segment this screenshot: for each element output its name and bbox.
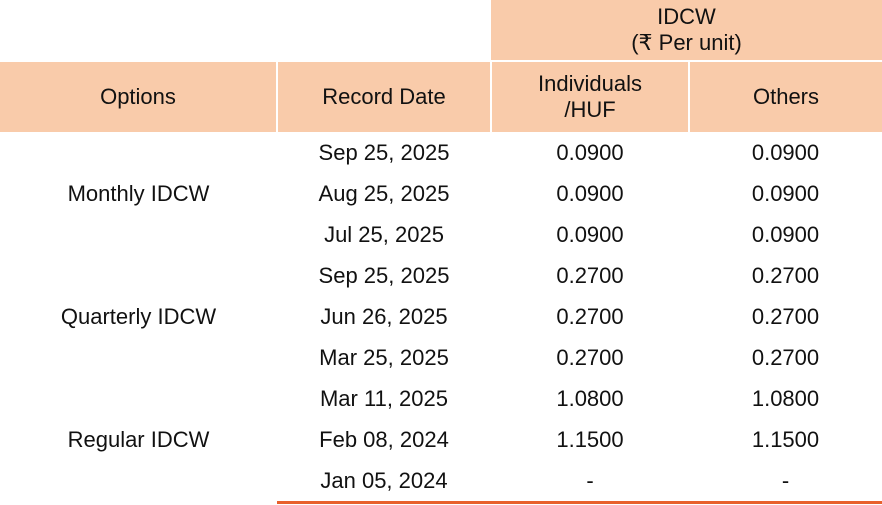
record-date: Sep 25, 2025 [318,262,450,288]
individuals-value: 0.2700 [556,262,624,288]
record-date: Feb 08, 2024 [319,426,449,452]
table-row: Quarterly IDCW Sep 25, 2025 0.2700 0.2700 [0,255,882,329]
option-cell: Regular IDCW [67,427,210,453]
column-header: Record Date [277,61,492,132]
others-value: 1.0800 [751,385,820,411]
individuals-value: 0.0900 [556,180,624,206]
table-row: Aug 25, 2025 0.0900 0.0900 [0,173,882,214]
record-date: Mar 11, 2025 [319,385,448,411]
blank-cell [277,0,491,62]
group-header: IDCW (₹ Per unit) [491,0,882,62]
table-row: Monthly IDCW Sep 25, 2025 0.0900 0.0900 [0,132,882,206]
table-row: Jul 25, 2025 0.0900 0.0900 [0,214,882,255]
individuals-value: 0.0900 [556,139,624,165]
individuals-value: 0.2700 [556,344,624,370]
group-subtitle: (₹ Per unit) [631,30,742,55]
individuals-value: 1.1500 [556,426,624,452]
others-value: 0.2700 [751,303,820,329]
header-line: /HUF [564,97,616,122]
column-header: Individuals/HUF [491,61,690,132]
individuals-value: 0.0900 [556,221,624,247]
blank-cell [0,0,277,62]
table-row: Jun 26, 2025 0.2700 0.2700 [0,296,882,337]
record-date: Mar 25, 2025 [319,344,449,370]
option-cell: Quarterly IDCW [60,303,217,329]
record-date: Jun 26, 2025 [320,303,448,329]
record-date: Jul 25, 2025 [324,221,444,247]
column-header: Options [0,61,278,132]
record-date: Sep 25, 2025 [318,139,450,165]
header-row: IDCW (₹ Per unit) [0,0,882,62]
others-value: 0.0900 [751,139,820,165]
record-date: Jan 05, 2024 [277,460,491,504]
others-value: 0.0900 [751,180,820,206]
table-row: Regular IDCW Mar 11, 2025 1.0800 1.0800 [0,378,882,453]
record-date: Aug 25, 2025 [318,180,450,206]
table-row: Jan 05, 2024- - [0,460,882,504]
others-value: 0.2700 [751,344,820,370]
others-value: 0.0900 [751,221,820,247]
column-header: Others [689,61,882,132]
individuals-value: 0.2700 [556,303,624,329]
header-row: Options Record Date Individuals/HUF Othe… [0,61,882,132]
table-row: Mar 25, 2025 0.2700 0.2700 [0,337,882,378]
others-value: 0.2700 [751,262,820,288]
table-row: Feb 08, 2024 1.1500 1.1500 [0,419,882,460]
individuals-value: 1.0800 [556,385,624,411]
individuals-value: - [491,460,689,504]
others-value: 1.1500 [751,426,820,452]
group-title: IDCW [657,4,716,29]
others-value: - [689,460,882,504]
header-line: Individuals [538,71,642,96]
option-cell: Monthly IDCW [67,180,210,206]
